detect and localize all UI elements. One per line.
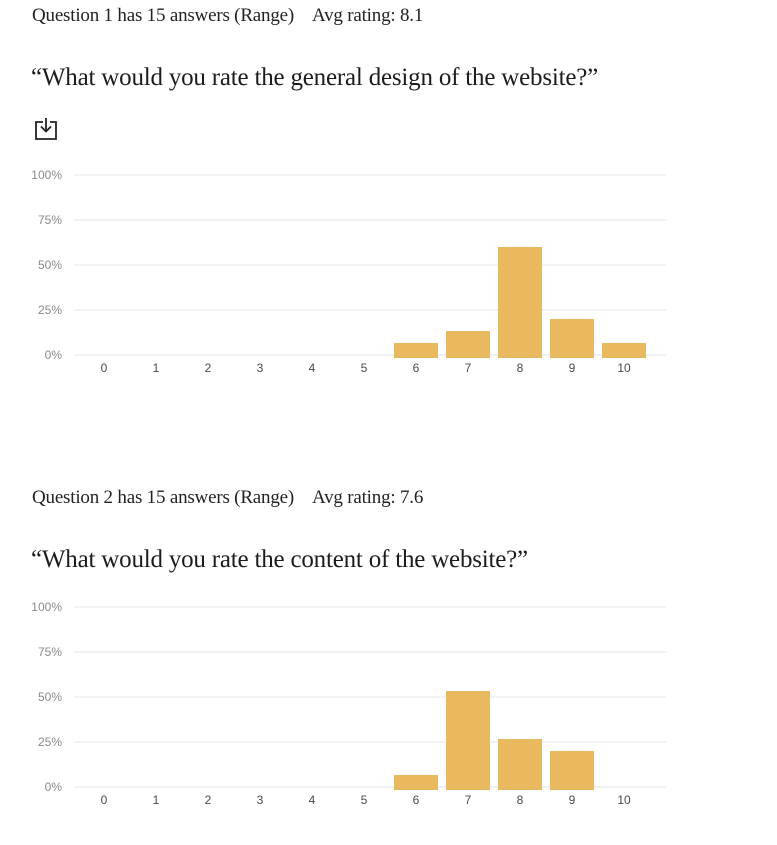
x-tick-label: 3 (257, 793, 264, 807)
question-2-text: “What would you rate the content of the … (31, 546, 528, 573)
bar-8 (498, 247, 542, 358)
bar-10 (602, 342, 646, 358)
bar-7 (446, 691, 490, 790)
x-tick-label: 4 (309, 361, 316, 375)
x-tick-label: 6 (413, 793, 420, 807)
x-tick-label: 0 (101, 793, 108, 807)
y-tick-label: 100% (31, 600, 62, 614)
question-1-text: “What would you rate the general design … (31, 64, 599, 91)
y-tick-label: 75% (38, 645, 62, 659)
x-tick-label: 10 (617, 361, 631, 375)
x-tick-label: 1 (153, 793, 160, 807)
x-tick-label: 9 (569, 793, 576, 807)
question-2-avg-rating: Avg rating: 7.6 (311, 487, 424, 508)
y-tick-label: 50% (38, 690, 62, 704)
y-tick-label: 25% (38, 735, 62, 749)
question-2-section: Question 2 has 15 answers (Range) Avg rat… (0, 480, 777, 840)
x-tick-label: 6 (413, 361, 420, 375)
download-icon[interactable] (34, 117, 60, 141)
x-tick-label: 10 (617, 793, 631, 807)
bar-9 (550, 319, 594, 358)
x-tick-label: 1 (153, 361, 160, 375)
y-tick-label: 25% (38, 303, 62, 317)
x-tick-label: 7 (465, 793, 472, 807)
question-2-meta: Question 2 has 15 answers (Range) Avg rat… (32, 487, 423, 509)
x-tick-label: 0 (101, 361, 108, 375)
question-1-section: Question 1 has 15 answers (Range) Avg rat… (0, 0, 777, 420)
x-tick-label: 5 (361, 361, 368, 375)
question-2-chart: 100% 75% 50% 25% 0% 0 1 2 3 4 5 6 7 8 9 10 (31, 600, 666, 807)
question-1-summary: Question 1 has 15 answers (Range) (32, 5, 294, 26)
x-tick-label: 7 (465, 361, 472, 375)
x-tick-label: 8 (517, 361, 524, 375)
bar-6 (394, 774, 438, 790)
bar-6 (394, 342, 438, 358)
x-tick-label: 3 (257, 361, 264, 375)
question-1-chart: 100% 75% 50% 25% 0% 0 1 2 3 4 5 6 7 8 9 10 (31, 168, 666, 375)
question-1-avg-rating: Avg rating: 8.1 (311, 5, 424, 26)
y-tick-label: 50% (38, 258, 62, 272)
y-tick-label: 0% (45, 780, 63, 794)
x-tick-label: 2 (205, 793, 212, 807)
x-tick-label: 9 (569, 361, 576, 375)
x-tick-label: 2 (205, 361, 212, 375)
x-tick-label: 8 (517, 793, 524, 807)
bar-9 (550, 751, 594, 790)
y-tick-label: 0% (45, 348, 63, 362)
y-tick-label: 75% (38, 213, 62, 227)
bar-7 (446, 331, 490, 358)
x-tick-label: 5 (361, 793, 368, 807)
question-1-meta: Question 1 has 15 answers (Range) Avg rat… (32, 5, 423, 27)
y-tick-label: 100% (31, 168, 62, 182)
question-2-summary: Question 2 has 15 answers (Range) (32, 487, 294, 508)
x-tick-label: 4 (309, 793, 316, 807)
bar-8 (498, 738, 542, 790)
